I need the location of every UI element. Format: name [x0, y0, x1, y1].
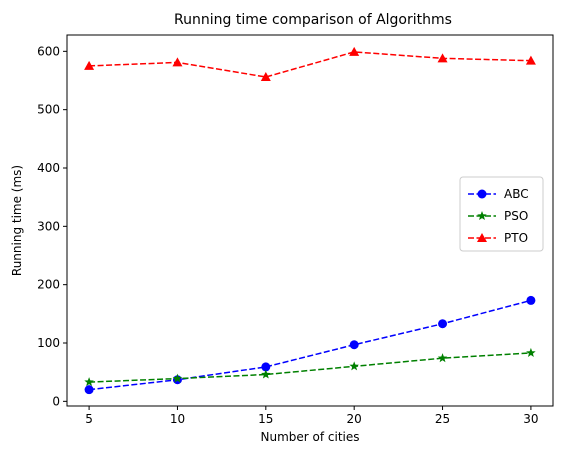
data-point-pso	[172, 373, 183, 383]
legend-label-pto: PTO	[504, 231, 528, 245]
data-point-pto	[437, 53, 448, 63]
x-tick-label: 15	[258, 412, 273, 426]
legend-marker-pso	[477, 211, 487, 221]
series-pto	[84, 46, 536, 81]
plot-area	[66, 34, 554, 407]
y-axis-label: Running time (ms)	[10, 165, 24, 276]
data-point-abc	[84, 385, 94, 395]
data-point-pso	[261, 369, 271, 379]
x-tick-label: 20	[347, 412, 362, 426]
x-tick-label: 10	[170, 412, 185, 426]
data-point-pto	[525, 55, 536, 65]
chart-title: Running time comparison of Algorithms	[174, 12, 452, 28]
legend-item-pso: PSO	[468, 209, 528, 223]
data-point-pto	[349, 46, 360, 56]
legend-label-pso: PSO	[504, 209, 528, 223]
x-tick-label: 25	[435, 412, 450, 426]
legend: ABC PSO PTO	[459, 176, 544, 252]
series-layer	[84, 46, 536, 395]
series-pso	[84, 347, 536, 387]
series-line-abc	[89, 299, 532, 391]
y-tick-label: 0	[52, 394, 60, 408]
legend-marker-abc	[477, 189, 487, 199]
y-tick-label: 400	[37, 161, 60, 175]
data-point-abc	[526, 295, 536, 305]
x-axis-label: Number of cities	[260, 430, 359, 444]
series-line-pso	[89, 352, 531, 383]
y-tick-label: 600	[37, 44, 60, 58]
x-axis: 5 10 15 20 25 30	[85, 406, 539, 426]
y-tick-label: 300	[37, 219, 60, 233]
data-point-pto	[260, 72, 271, 81]
data-point-pso	[526, 347, 536, 357]
data-point-pso	[349, 361, 359, 371]
data-point-abc	[349, 340, 359, 350]
x-tick-label: 5	[85, 412, 93, 426]
data-point-pto	[172, 57, 183, 67]
data-point-abc	[261, 362, 271, 372]
legend-item-abc: ABC	[468, 187, 529, 201]
x-tick-label: 30	[523, 412, 538, 426]
series-line-pto	[89, 51, 531, 78]
legend-marker-pto	[477, 233, 487, 242]
data-point-pto	[84, 60, 95, 70]
legend-item-pto: PTO	[468, 231, 528, 245]
y-tick-label: 200	[37, 278, 60, 292]
y-tick-label: 500	[37, 103, 60, 117]
data-point-pso	[437, 353, 448, 363]
legend-box	[459, 176, 544, 252]
y-axis: 0 100 200 300 400 500 600	[37, 44, 67, 408]
y-tick-label: 100	[37, 336, 60, 350]
legend-label-abc: ABC	[504, 187, 529, 201]
data-point-pso	[84, 377, 94, 387]
data-point-abc	[438, 319, 448, 329]
